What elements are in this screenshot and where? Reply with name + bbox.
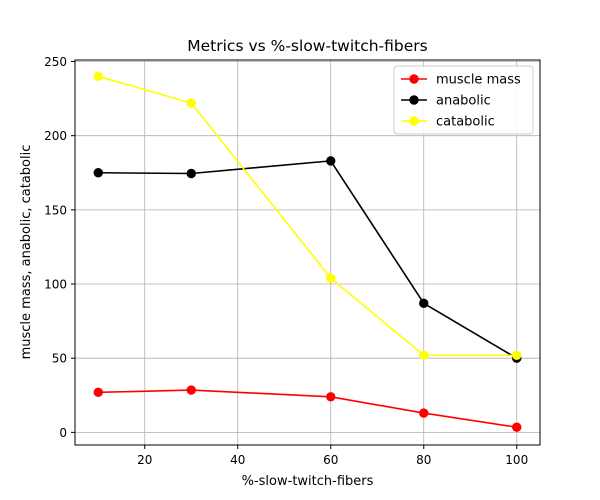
y-tick-label: 50: [52, 352, 67, 366]
plot-frame: [74, 59, 541, 446]
legend-swatch-marker: [409, 116, 419, 126]
x-tick-label: 100: [505, 453, 528, 467]
x-tick-label: 60: [323, 453, 338, 467]
data-point-catabolic: [419, 350, 429, 360]
x-axis-label: %-slow-twitch-fibers: [242, 474, 374, 489]
data-point-muscle-mass: [326, 392, 336, 402]
series-muscle-mass: [93, 385, 522, 432]
legend-swatch-marker: [409, 74, 419, 84]
data-point-catabolic: [512, 350, 522, 360]
y-tick-label: 200: [44, 129, 67, 143]
y-tick-label: 0: [59, 426, 67, 440]
x-axis-ticks: 20 40 60 80 100: [137, 445, 528, 467]
data-point-muscle-mass: [93, 387, 103, 398]
series-anabolic: [93, 156, 522, 363]
data-point-anabolic: [419, 298, 429, 309]
data-point-anabolic: [326, 156, 336, 166]
data-point-catabolic: [93, 71, 103, 82]
y-tick-label: 250: [44, 55, 67, 69]
y-tick-label: 100: [44, 278, 67, 292]
data-point-anabolic: [186, 168, 196, 179]
legend-label: anabolic: [436, 94, 491, 109]
legend-box: [393, 65, 534, 135]
chart-title: Metrics vs %-slow-twitch-fibers: [187, 37, 428, 55]
x-tick-label: 80: [416, 453, 431, 467]
x-tick-label: 20: [137, 453, 152, 467]
legend-label: muscle mass: [436, 73, 521, 88]
legend-item-catabolic: catabolic: [401, 115, 495, 130]
data-point-muscle-mass: [419, 408, 429, 418]
y-axis-ticks: 0 50 100 150 200 250: [44, 55, 75, 440]
series-layer: [93, 71, 522, 432]
y-tick-label: 150: [44, 203, 67, 217]
legend-swatch-marker: [409, 95, 419, 105]
series-catabolic: [93, 71, 522, 360]
legend-item-muscle-mass: muscle mass: [401, 73, 521, 88]
legend-label: catabolic: [436, 115, 495, 130]
y-axis-label: muscle mass, anabolic, catabolic: [19, 145, 34, 360]
data-point-anabolic: [93, 168, 103, 178]
data-point-muscle-mass: [186, 385, 196, 395]
data-point-muscle-mass: [512, 422, 522, 432]
data-point-catabolic: [326, 273, 336, 283]
grid: [75, 60, 540, 445]
legend: muscle mass anabolic catabolic: [393, 65, 534, 135]
legend-item-anabolic: anabolic: [401, 94, 491, 109]
x-tick-label: 40: [230, 453, 245, 467]
data-point-catabolic: [186, 98, 196, 108]
